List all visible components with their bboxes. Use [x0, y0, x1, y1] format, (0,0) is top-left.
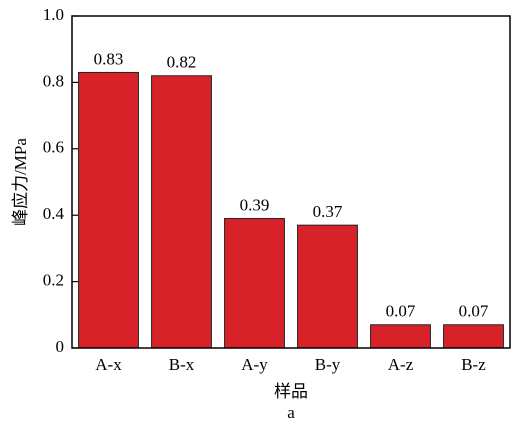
x-tick-label: B-y	[315, 355, 341, 374]
x-tick-label: B-z	[461, 355, 486, 374]
bar	[151, 75, 212, 349]
bar	[78, 71, 139, 349]
plot-frame	[71, 15, 511, 349]
x-axis-label: 样品	[274, 382, 308, 401]
y-axis-label: 峰应力/MPa	[11, 138, 30, 226]
bar	[297, 224, 358, 349]
y-tick-label: 1.0	[43, 5, 64, 24]
value-label: 0.39	[240, 195, 270, 214]
caption: a	[287, 403, 295, 422]
y-tick-label: 0.6	[43, 138, 64, 157]
bar	[443, 324, 504, 349]
x-tick-label: A-x	[95, 355, 122, 374]
x-tick-label: A-z	[388, 355, 414, 374]
value-label: 0.07	[459, 302, 489, 321]
value-label: 0.37	[313, 202, 343, 221]
value-label: 0.83	[94, 49, 124, 68]
y-tick-label: 0.2	[43, 271, 64, 290]
y-tick-label: 0.4	[43, 204, 65, 223]
bar	[370, 324, 431, 349]
x-tick-label: B-x	[169, 355, 195, 374]
value-label: 0.07	[386, 302, 416, 321]
value-label: 0.82	[167, 53, 197, 72]
y-tick-label: 0.8	[43, 71, 64, 90]
x-tick-label: A-y	[241, 355, 268, 374]
y-tick-label: 0	[56, 337, 65, 356]
bar	[224, 218, 285, 349]
